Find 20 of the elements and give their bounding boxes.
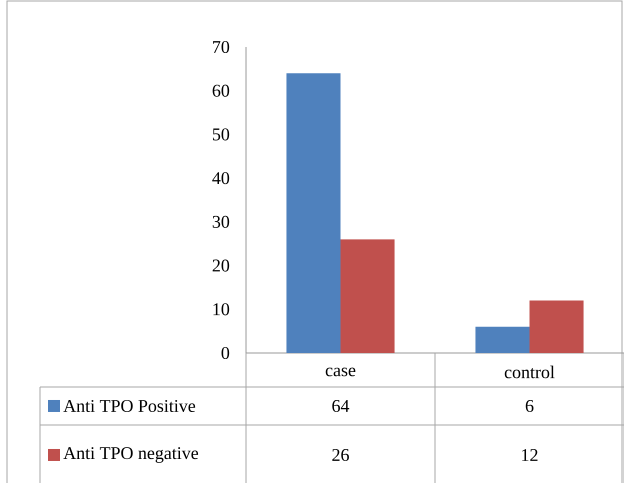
- bar: [340, 239, 395, 353]
- y-tick-label: 10: [213, 303, 230, 316]
- data-label: 6: [526, 400, 534, 412]
- legend-label: Anti TPO Positive: [63, 400, 196, 412]
- data-label: 64: [332, 400, 350, 412]
- data-label: 26: [332, 448, 349, 462]
- y-tick-label: 50: [212, 128, 230, 140]
- y-tick-label: 70: [213, 40, 230, 54]
- bar: [475, 326, 530, 353]
- x-tick-label: case: [326, 368, 356, 376]
- x-tick-label: control: [504, 366, 555, 378]
- y-tick-label: 40: [212, 172, 230, 184]
- y-tick-label: 60: [212, 84, 230, 97]
- bar: [286, 73, 341, 353]
- y-tick-label: 30: [212, 216, 230, 228]
- y-tick-label: 20: [212, 260, 230, 272]
- y-tick-label: 0: [222, 346, 230, 360]
- bar: [530, 300, 584, 353]
- data-label: 12: [522, 449, 538, 461]
- legend-label: Anti TPO negative: [63, 447, 198, 463]
